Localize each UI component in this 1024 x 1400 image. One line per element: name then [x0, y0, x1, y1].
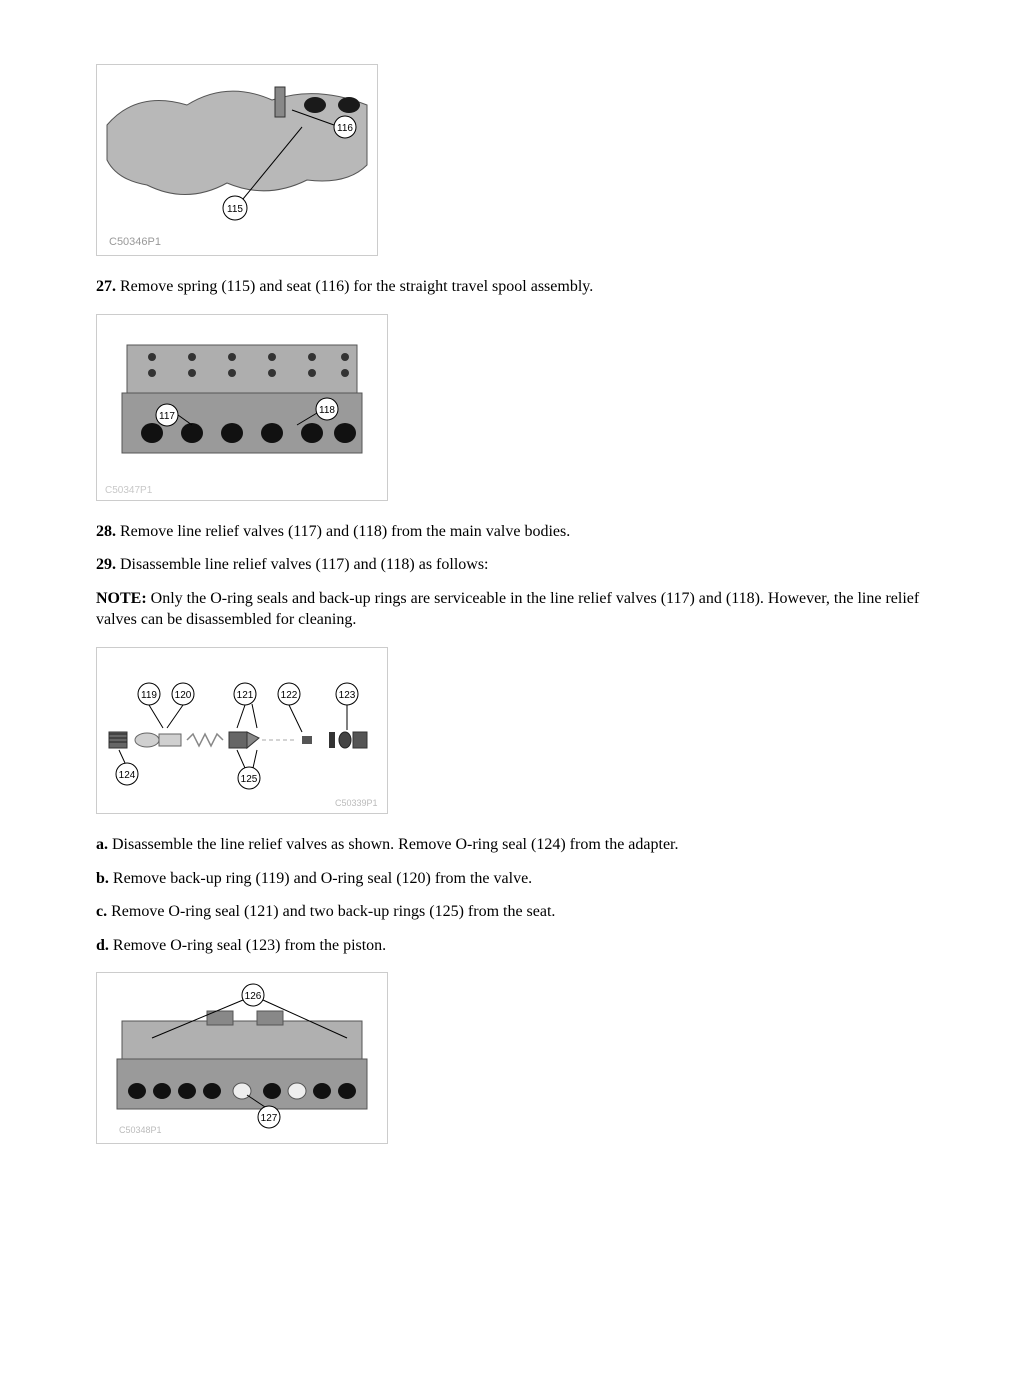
- step-text: Remove line relief valves (117) and (118…: [120, 523, 570, 540]
- step-number: 29.: [96, 556, 116, 573]
- step-number: d.: [96, 937, 109, 954]
- step-number: a.: [96, 836, 108, 853]
- note-text: Only the O-ring seals and back-up rings …: [96, 590, 919, 629]
- figure-caption-4: C50348P1: [119, 1125, 162, 1135]
- figure-caption-3: C50339P1: [335, 798, 378, 808]
- step-text: Remove back-up ring (119) and O-ring sea…: [113, 870, 532, 887]
- note: NOTE: Only the O-ring seals and back-up …: [96, 588, 928, 631]
- note-label: NOTE:: [96, 590, 147, 607]
- figure-spring-seat: 116 115 C50346P1: [96, 64, 928, 256]
- step-28: 28. Remove line relief valves (117) and …: [96, 521, 928, 543]
- figure-relief-valves: 117 118 C50347P1: [96, 314, 928, 501]
- figure-valve-block: 126 127 C50348P1: [96, 972, 928, 1144]
- svg-text:116: 116: [337, 123, 353, 134]
- step-number: 27.: [96, 278, 116, 295]
- svg-text:126: 126: [245, 991, 262, 1002]
- step-number: b.: [96, 870, 109, 887]
- svg-text:118: 118: [319, 405, 335, 416]
- figure-exploded-valve: 119 120 121 122 123 124 125 C50339P1: [96, 647, 928, 814]
- svg-text:117: 117: [159, 411, 175, 422]
- svg-text:127: 127: [261, 1113, 278, 1124]
- svg-text:124: 124: [119, 770, 136, 781]
- figure-caption-1: C50346P1: [109, 236, 161, 248]
- step-text: Disassemble line relief valves (117) and…: [120, 556, 489, 573]
- figure-caption-2: C50347P1: [105, 485, 153, 496]
- step-c: c. Remove O-ring seal (121) and two back…: [96, 901, 928, 923]
- page-content: 116 115 C50346P1 27. Remove spring (115)…: [0, 0, 1024, 1212]
- step-d: d. Remove O-ring seal (123) from the pis…: [96, 935, 928, 957]
- svg-text:119: 119: [141, 690, 157, 701]
- step-text: Remove O-ring seal (121) and two back-up…: [111, 903, 555, 920]
- step-number: c.: [96, 903, 107, 920]
- step-number: 28.: [96, 523, 116, 540]
- svg-text:122: 122: [281, 690, 298, 701]
- step-27: 27. Remove spring (115) and seat (116) f…: [96, 276, 928, 298]
- svg-text:123: 123: [339, 690, 356, 701]
- svg-text:115: 115: [227, 204, 243, 215]
- svg-text:121: 121: [237, 690, 254, 701]
- step-text: Disassemble the line relief valves as sh…: [112, 836, 679, 853]
- step-a: a. Disassemble the line relief valves as…: [96, 834, 928, 856]
- step-text: Remove spring (115) and seat (116) for t…: [120, 278, 593, 295]
- svg-text:120: 120: [175, 690, 192, 701]
- step-29: 29. Disassemble line relief valves (117)…: [96, 554, 928, 576]
- step-b: b. Remove back-up ring (119) and O-ring …: [96, 868, 928, 890]
- svg-text:125: 125: [241, 774, 258, 785]
- step-text: Remove O-ring seal (123) from the piston…: [113, 937, 386, 954]
